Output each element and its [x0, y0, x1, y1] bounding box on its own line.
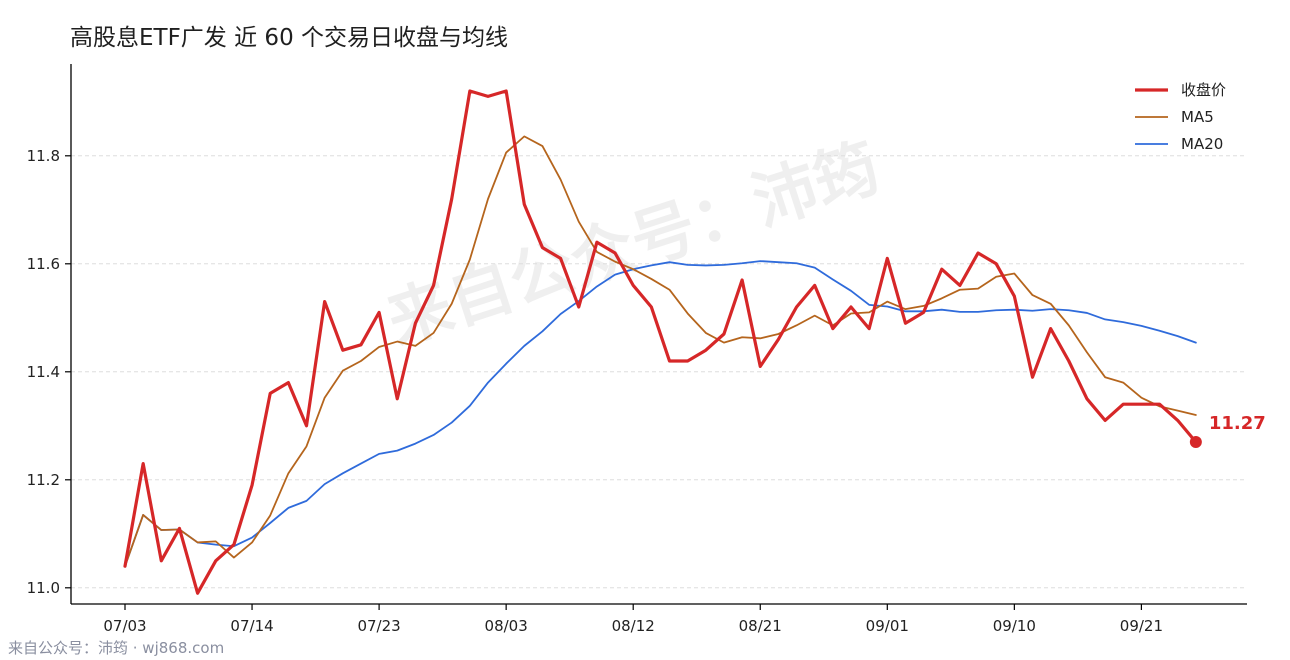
- footer-credit: 来自公众号：沛筠 · wj868.com: [8, 639, 224, 657]
- x-tick-label: 07/03: [103, 617, 146, 635]
- y-tick-label: 11.8: [27, 147, 60, 165]
- legend-label: MA5: [1181, 108, 1214, 126]
- series-line-0: [123, 89, 1198, 595]
- legend-label: MA20: [1181, 135, 1223, 153]
- x-tick-label: 09/01: [866, 617, 909, 635]
- last-point-dot: [1189, 436, 1202, 448]
- x-tick-label: 08/12: [612, 617, 655, 635]
- y-tick-label: 11.0: [27, 579, 60, 597]
- x-tick-label: 08/21: [739, 617, 782, 635]
- y-tick-label: 11.6: [27, 255, 60, 273]
- chart-title: 高股息ETF广发 近 60 个交易日收盘与均线: [70, 25, 508, 51]
- series-line-1: [124, 135, 1197, 568]
- y-axis-ticks: 11.0 11.2 11.4 11.6 11.8: [27, 147, 71, 597]
- axes: [70, 64, 1247, 605]
- series-line-2: [124, 260, 1197, 568]
- last-value-label: 11.27: [1209, 413, 1266, 434]
- grid-lines: [71, 155, 1247, 589]
- last-point-marker: 11.27: [1189, 413, 1266, 448]
- legend-label: 收盘价: [1181, 81, 1226, 99]
- y-tick-label: 11.2: [27, 471, 60, 489]
- x-tick-label: 07/14: [230, 617, 273, 635]
- x-axis-ticks: 07/03 07/14 07/23 08/03 08/12 08/21 09/01 09/10…: [103, 604, 1163, 635]
- x-tick-label: 09/21: [1120, 617, 1163, 635]
- x-tick-label: 09/10: [993, 617, 1036, 635]
- x-tick-label: 07/23: [357, 617, 400, 635]
- legend: 收盘价 MA5 MA20: [1135, 81, 1226, 153]
- x-tick-label: 08/03: [485, 617, 528, 635]
- y-tick-label: 11.4: [27, 363, 60, 381]
- watermark: 来自公众号：沛筠: [379, 131, 889, 360]
- series-lines: [123, 89, 1198, 595]
